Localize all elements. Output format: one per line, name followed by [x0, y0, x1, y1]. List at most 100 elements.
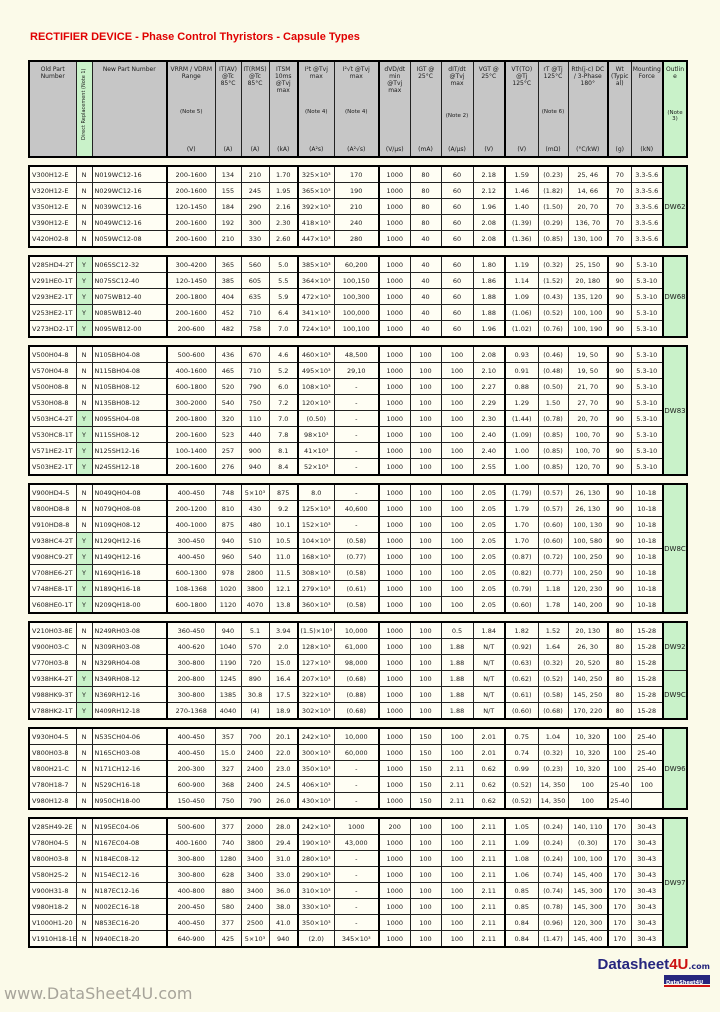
cell-dvdt: 1000 — [378, 866, 411, 883]
cell-i2rt: (0.58) — [333, 532, 380, 549]
cell-itrms: 560 — [240, 255, 270, 273]
table-row: V900H03-C N N309RH03-08 400-620 1040 570 2.0 12… — [28, 638, 687, 655]
cell-itrms: 290 — [240, 198, 270, 215]
cell-wt: 100 — [607, 744, 632, 761]
table-row: V320H12-E N N029WC12-16 200-1600 155 245 1.95 3… — [28, 182, 687, 199]
cell-itsm: 11.5 — [268, 564, 299, 581]
cell-rth: 100, 250 — [567, 548, 609, 565]
cell-vt0: (0.63) — [504, 654, 539, 671]
cell-itsm: 26.0 — [268, 792, 299, 810]
cell-itsm: 8.1 — [268, 442, 299, 459]
cell-vrrm-range: 200-1800 — [166, 288, 216, 305]
cell-replacement-flag: Y — [75, 580, 93, 597]
cell-i2rt: - — [333, 442, 380, 459]
cell-i2t: (1.5)×10³ — [297, 621, 335, 639]
cell-rt: (0.24) — [537, 850, 569, 867]
cell-igt: 100 — [409, 458, 442, 476]
cell-vgt: 1.88 — [472, 288, 506, 305]
cell-itrms: 2500 — [240, 914, 270, 931]
cell-i2t: 360×10³ — [297, 596, 335, 614]
cell-igt: 150 — [409, 727, 442, 745]
col-header-old-part: Old Part Number — [28, 60, 77, 158]
cell-replacement-flag: N — [75, 817, 93, 835]
cell-new-part: N129QH12-16 — [91, 532, 168, 549]
cell-vrrm-range: 200-1800 — [166, 410, 216, 427]
cell-rt: (1.47) — [537, 930, 569, 948]
col-header-replacement-flag: Direct Replacement (Note 1) — [75, 60, 93, 158]
table-row: V900H31-8 N N187EC12-16 400-800 880 3400 36.0 3… — [28, 882, 687, 899]
cell-ditdt: 60 — [440, 165, 474, 183]
cell-dvdt: 1000 — [378, 580, 411, 597]
table-row: V420H02-8 N N059WC12-08 200-1600 210 330 2.60 4… — [28, 230, 687, 248]
col-header-vrrm-range: VRRM / VDRM Range (Note 5) (V) — [166, 60, 216, 158]
cell-old-part: V571HE2-1T — [28, 442, 77, 459]
cell-new-part: N167EC04-08 — [91, 834, 168, 851]
cell-new-part: N184EC08-12 — [91, 850, 168, 867]
cell-vt0: (0.60) — [504, 596, 539, 614]
cell-rth: 100, 100 — [567, 304, 609, 321]
col-header-itsm: ITSM 10ms @Tvj max (kA) — [268, 60, 299, 158]
cell-old-part: V608HE0-1T — [28, 596, 77, 614]
cell-itav: 540 — [214, 394, 242, 411]
cell-force: 5.3-10 — [630, 426, 664, 443]
col-header-outline: Outline (Note 3) — [662, 60, 688, 158]
table-row: V300H12-E N N019WC12-16 200-1600 134 210 1.70 3… — [28, 165, 688, 248]
cell-dvdt: 1000 — [378, 670, 411, 687]
cell-rt: (0.78) — [537, 410, 569, 427]
cell-rth: 26, 130 — [567, 483, 609, 501]
cell-new-part: N209QH18-00 — [91, 596, 168, 614]
cell-i2rt: 40,600 — [333, 500, 380, 517]
cell-itrms: 5×10³ — [240, 930, 270, 948]
cell-ditdt: 1.88 — [440, 686, 474, 703]
cell-vt0: (1.36) — [504, 230, 539, 248]
cell-vrrm-range: 400-450 — [166, 727, 216, 745]
outline-cell: DW83 — [662, 345, 688, 476]
cell-i2rt: 210 — [333, 198, 380, 215]
cell-vgt: 0.62 — [472, 760, 506, 777]
cell-igt: 80 — [409, 214, 442, 231]
outline-cell: DW92 — [662, 621, 688, 671]
cell-itrms: 758 — [240, 320, 270, 338]
cell-old-part: V300H12-E — [28, 165, 77, 183]
cell-igt: 100 — [409, 532, 442, 549]
cell-vt0: (0.82) — [504, 564, 539, 581]
cell-old-part: V1000H1-20 — [28, 914, 77, 931]
cell-igt: 100 — [409, 817, 442, 835]
cell-dvdt: 1000 — [378, 638, 411, 655]
cell-wt: 80 — [607, 654, 632, 671]
cell-vrrm-range: 200-450 — [166, 898, 216, 915]
cell-old-part: V530H08-8 — [28, 394, 77, 411]
cell-itsm: 38.0 — [268, 898, 299, 915]
cell-ditdt: 100 — [440, 394, 474, 411]
cell-vgt: 2.05 — [472, 548, 506, 565]
cell-itav: 377 — [214, 914, 242, 931]
cell-old-part: V938HK4-2T — [28, 670, 77, 687]
cell-old-part: V988HK9-3T — [28, 686, 77, 703]
cell-vgt: 2.05 — [472, 564, 506, 581]
cell-ditdt: 1.88 — [440, 670, 474, 687]
cell-i2t: 341×10³ — [297, 304, 335, 321]
cell-vgt: 2.10 — [472, 362, 506, 379]
cell-force: 100 — [630, 776, 664, 793]
cell-itrms: 890 — [240, 670, 270, 687]
cell-rth: 19, 50 — [567, 345, 609, 363]
cell-i2t: 190×10³ — [297, 834, 335, 851]
cell-force: 5.3-10 — [630, 320, 664, 338]
cell-force: 10-18 — [630, 548, 664, 565]
cell-itav: 628 — [214, 866, 242, 883]
cell-i2rt: 100,100 — [333, 320, 380, 338]
cell-itsm: 12.1 — [268, 580, 299, 597]
cell-replacement-flag: Y — [75, 320, 93, 338]
cell-wt: 170 — [607, 834, 632, 851]
cell-rth: 100 — [567, 776, 609, 793]
cell-old-part: V210H03-8E — [28, 621, 77, 639]
cell-itrms: 2000 — [240, 817, 270, 835]
cell-old-part: V530HC8-1T — [28, 426, 77, 443]
table-row: V1910H18-1E N N940EC18-20 640-900 425 5×10³ 94… — [28, 930, 687, 948]
cell-force: 3.3-5.6 — [630, 198, 664, 215]
cell-vrrm-range: 150-450 — [166, 792, 216, 810]
cell-itsm: 17.5 — [268, 686, 299, 703]
cell-i2rt: 43,000 — [333, 834, 380, 851]
cell-vt0: (0.61) — [504, 686, 539, 703]
cell-vrrm-range: 300-800 — [166, 654, 216, 671]
